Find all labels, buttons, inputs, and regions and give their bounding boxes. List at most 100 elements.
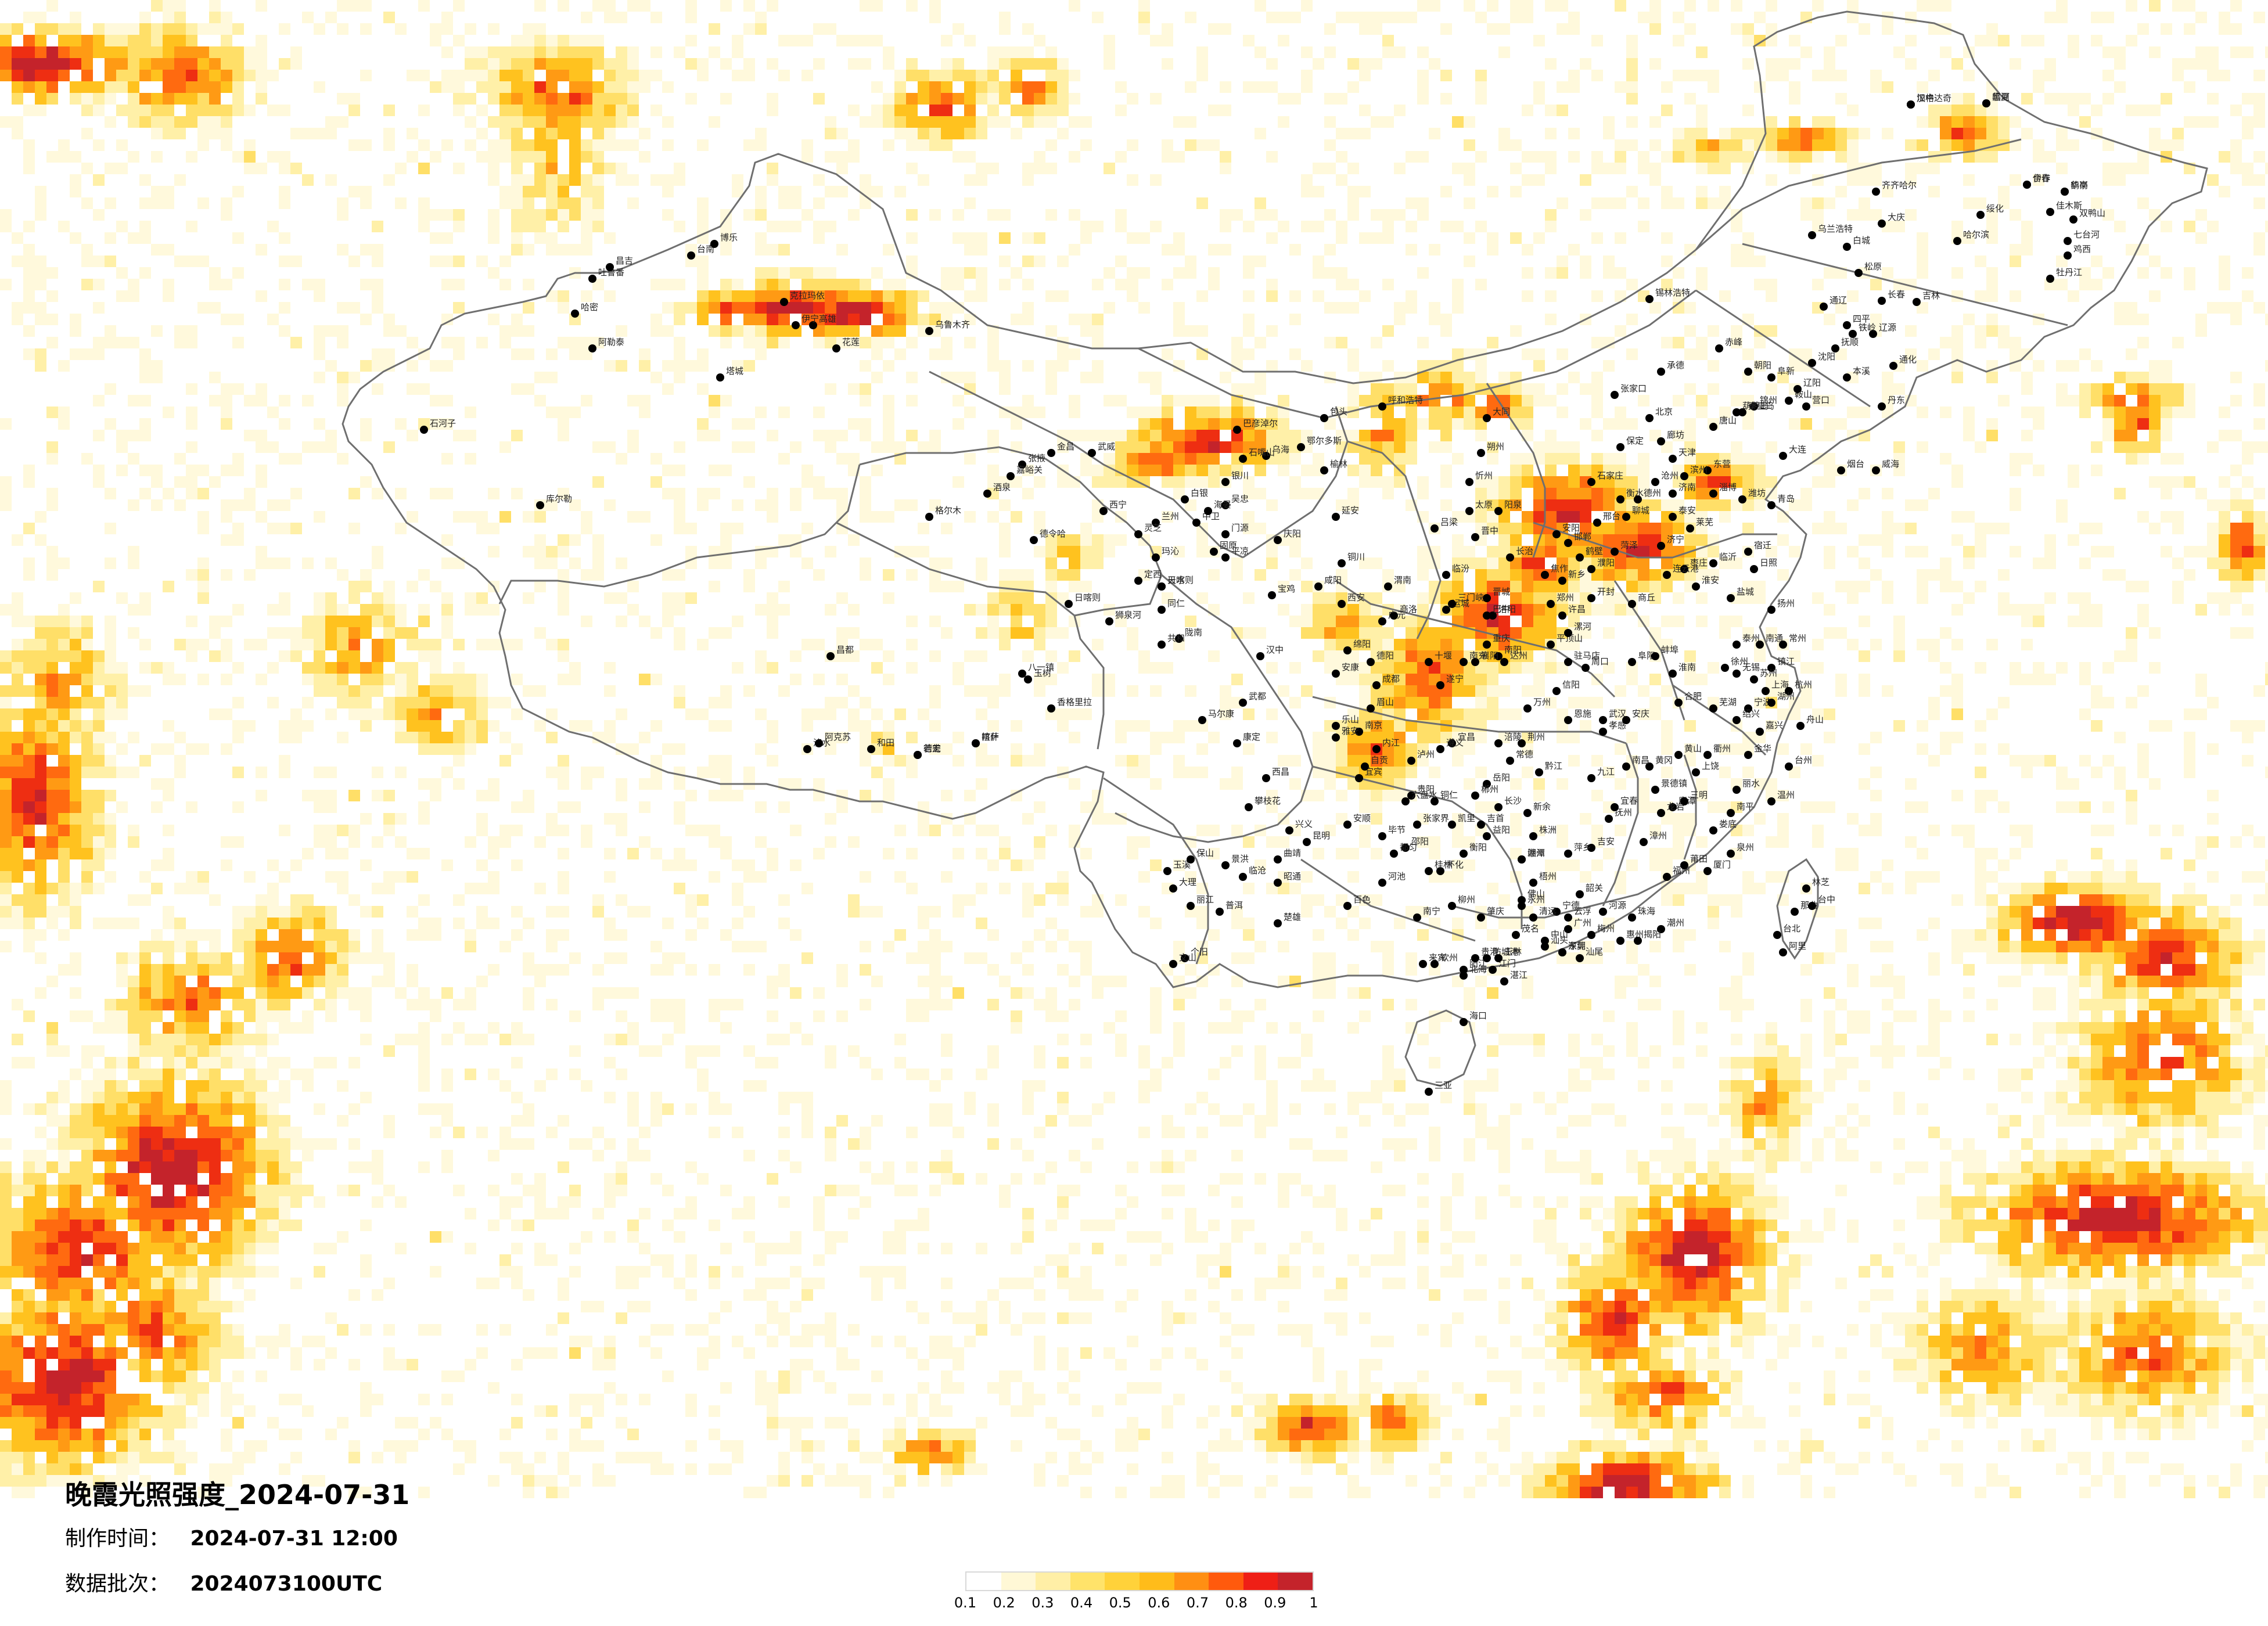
city-marker <box>1047 449 1055 457</box>
city-marker <box>1692 582 1700 591</box>
sichuan-border <box>1115 574 1314 843</box>
city-marker <box>1338 559 1346 567</box>
city-label: 文山 <box>1179 952 1196 963</box>
city-marker <box>1669 455 1677 463</box>
city-label: 朝阳 <box>1754 360 1771 370</box>
city-label: 丽水 <box>1742 778 1760 789</box>
legend-swatch-8 <box>1209 1573 1243 1590</box>
legend-swatch-3 <box>1036 1573 1070 1590</box>
city-label: 咸阳 <box>1324 575 1342 585</box>
city-label: 重庆 <box>1493 633 1510 643</box>
city-marker <box>1628 913 1636 922</box>
city-label: 梧州 <box>1539 871 1557 882</box>
city-label: 白银 <box>1191 488 1208 498</box>
city-marker <box>1779 948 1787 956</box>
city-label: 宁德 <box>1562 900 1580 911</box>
city-marker <box>1419 960 1427 968</box>
city-label: 乌鲁木齐 <box>935 319 970 330</box>
city-marker <box>1285 826 1293 834</box>
city-label: 滨州 <box>1690 465 1708 475</box>
city-marker <box>1332 513 1340 521</box>
city-marker <box>1187 902 1195 910</box>
city-label: 台南 <box>697 244 714 254</box>
legend-tick-label: 0.2 <box>993 1595 1015 1611</box>
city-label: 兴义 <box>1295 819 1313 829</box>
city-marker <box>1401 844 1410 852</box>
legend-tick-label: 0.7 <box>1186 1595 1209 1611</box>
city-label: 日照 <box>1760 557 1777 568</box>
city-marker <box>1669 670 1677 678</box>
yunnan-border <box>1103 777 1209 965</box>
city-label: 梅州 <box>1597 923 1615 934</box>
city-marker <box>1483 641 1491 649</box>
city-marker <box>1733 716 1741 724</box>
city-marker <box>1762 687 1770 695</box>
city-label: 商洛 <box>1400 604 1417 614</box>
city-marker <box>1733 786 1741 794</box>
city-marker <box>1158 641 1166 649</box>
city-marker <box>1703 751 1712 759</box>
city-marker <box>1837 466 1845 474</box>
city-marker <box>1024 675 1032 684</box>
city-marker <box>1564 629 1572 637</box>
city-marker <box>1767 373 1775 382</box>
city-label: 乌兰浩特 <box>1818 224 1853 234</box>
city-label: 开封 <box>1597 587 1615 597</box>
city-marker <box>1703 466 1712 474</box>
city-marker <box>2023 181 2031 189</box>
heat-layer <box>0 0 2268 1498</box>
city-marker <box>1494 507 1503 515</box>
city-label: 伊宁 <box>801 314 819 324</box>
city-marker <box>1407 792 1415 800</box>
city-marker <box>1523 809 1532 817</box>
city-marker <box>1564 913 1572 922</box>
city-label: 曲靖 <box>1284 848 1301 858</box>
city-marker <box>1506 757 1514 765</box>
city-label: 淮南 <box>1678 662 1696 672</box>
city-label: 徐州 <box>1731 656 1748 667</box>
city-marker <box>1773 931 1781 939</box>
city-marker <box>1611 803 1619 811</box>
city-marker <box>1181 495 1189 503</box>
jilin-border <box>1742 243 2068 326</box>
city-label: 黄山 <box>1684 743 1702 754</box>
city-label: 上饶 <box>1702 761 1719 771</box>
city-marker <box>1245 803 1253 811</box>
city-label: 辽阳 <box>1803 377 1821 388</box>
city-label: 濮阳 <box>1597 557 1615 568</box>
city-label: 榆林 <box>1330 459 1347 469</box>
city-marker <box>1460 966 1468 974</box>
city-marker <box>1779 641 1787 649</box>
city-marker <box>1750 675 1758 684</box>
city-label: 天水 <box>1167 575 1185 585</box>
city-marker <box>1343 821 1352 829</box>
city-label: 南昌 <box>1632 755 1649 765</box>
city-marker <box>710 240 718 248</box>
city-label: 巴中 <box>1493 604 1510 614</box>
city-marker <box>1680 565 1688 573</box>
city-marker <box>1715 344 1723 352</box>
city-marker <box>1709 490 1717 498</box>
city-label: 景德镇 <box>1661 778 1687 789</box>
city-marker <box>1802 884 1810 893</box>
legend-tick-label: 0.5 <box>1109 1595 1131 1611</box>
city-marker <box>1605 815 1613 823</box>
city-label: 鄂尔多斯 <box>1307 436 1342 446</box>
city-marker <box>1320 466 1328 474</box>
city-label: 西安 <box>1347 592 1365 603</box>
city-label: 楚雄 <box>1284 912 1301 922</box>
city-marker <box>1425 658 1433 666</box>
city-marker <box>1727 594 1735 602</box>
city-marker <box>1767 501 1775 509</box>
city-label: 本溪 <box>1853 366 1870 376</box>
city-label: 华亭 <box>2071 180 2088 190</box>
city-label: 阿里 <box>1789 941 1806 951</box>
city-marker <box>803 745 811 753</box>
city-marker <box>809 321 817 329</box>
city-label: 毕节 <box>1388 825 1406 835</box>
city-label: 宁波 <box>1754 697 1771 707</box>
city-label: 安康 <box>1342 662 1359 672</box>
city-label: 揭阳 <box>1644 929 1661 940</box>
city-label: 玉溪 <box>1173 859 1191 870</box>
